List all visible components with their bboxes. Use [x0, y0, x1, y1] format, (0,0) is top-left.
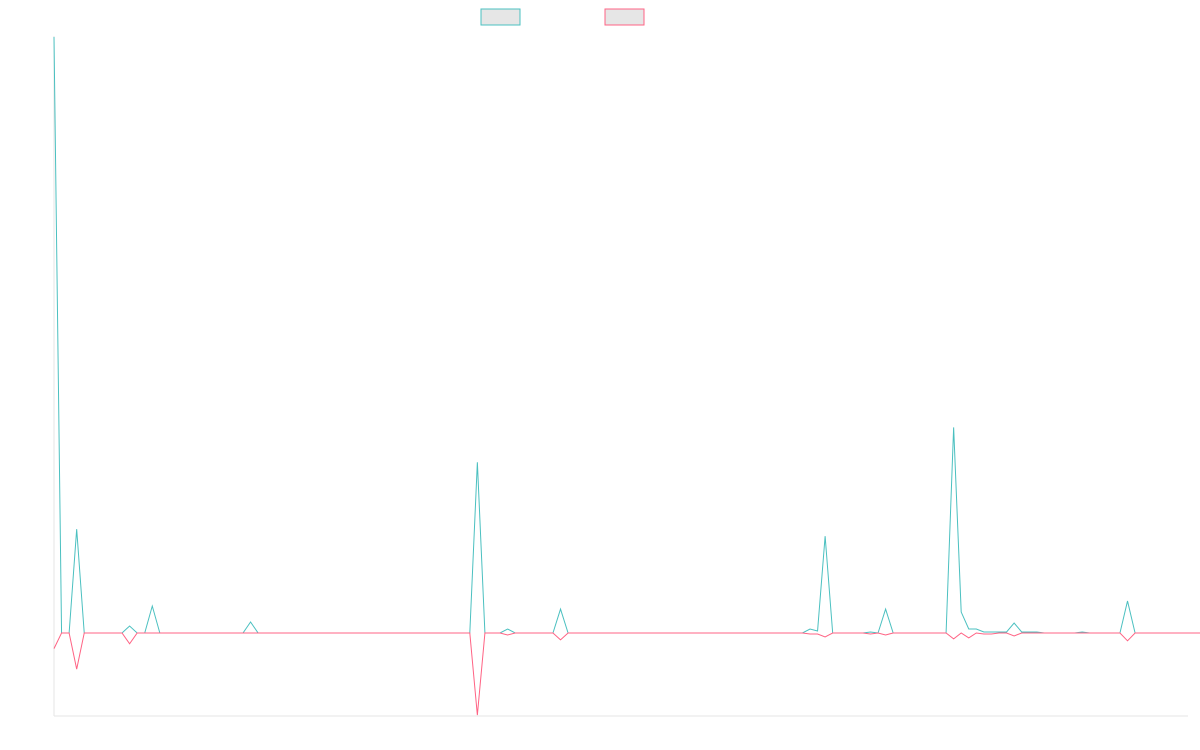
legend — [480, 8, 645, 26]
axes — [53, 36, 1188, 717]
series-line-1 — [53, 36, 1200, 634]
series-line-2 — [53, 632, 1200, 716]
legend-swatch-series-2[interactable] — [604, 8, 645, 26]
series-layer — [53, 36, 1200, 716]
legend-swatch-series-1[interactable] — [480, 8, 521, 26]
